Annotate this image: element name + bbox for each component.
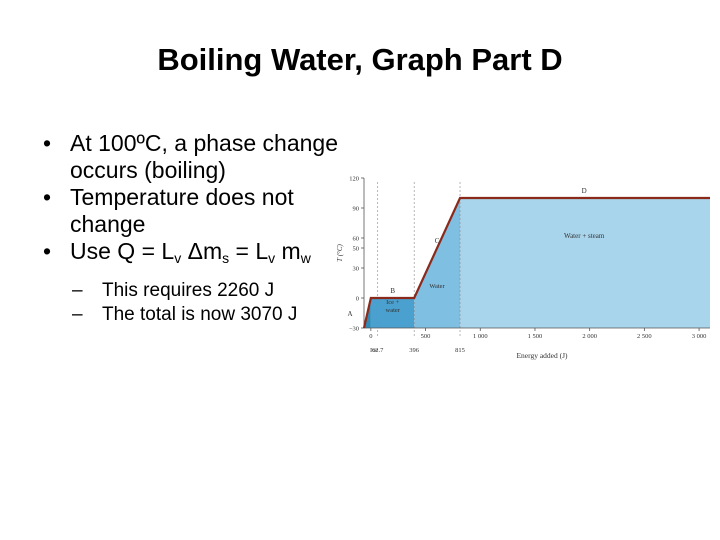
y-tick-label: −30 <box>349 326 359 333</box>
y-tick-label: 120 <box>349 176 359 183</box>
sub-bullet-item: – This requires 2260 J <box>40 279 340 303</box>
bullet-dot: • <box>43 130 52 156</box>
bullet-list: • At 100ºC, a phase change occurs (boili… <box>40 130 340 327</box>
bullet-item: • At 100ºC, a phase change occurs (boili… <box>40 130 340 184</box>
marker-label: 396 <box>409 347 420 354</box>
x-tick-label: 0 <box>369 333 372 340</box>
region-fill <box>460 198 710 328</box>
y-axis-title: T (°C) <box>336 244 344 262</box>
x-tick-label: 500 <box>421 333 431 340</box>
bullet-dot: • <box>43 238 52 264</box>
region-label-ice-water: water <box>386 307 401 314</box>
bullet-formula: Use Q = Lv Δms = Lv mw <box>70 238 311 266</box>
bullet-item: • Temperature does not change <box>40 184 340 238</box>
region-label-water: Water <box>429 283 445 290</box>
y-tick-label: 50 <box>353 246 360 253</box>
bullet-text: At 100ºC, a phase change occurs (boiling… <box>70 130 338 183</box>
bullet-dot: • <box>43 184 52 210</box>
y-tick-label: 30 <box>353 266 360 273</box>
sub-bullet-dash: – <box>72 304 83 325</box>
region-fill <box>414 198 461 328</box>
phase-change-chart: −30 0 30 50 60 90 120 0 500 1 000 1 500 2 000 2 500 3… <box>336 176 710 360</box>
x-tick-label: 3 000 <box>692 333 707 340</box>
region-fill <box>370 298 415 328</box>
phase-point-label: B <box>390 287 395 295</box>
phase-point-label: D <box>582 187 587 195</box>
slide-title: Boiling Water, Graph Part D <box>157 42 563 77</box>
y-tick-label: 60 <box>353 236 360 243</box>
sub-bullet-text: The total is now 3070 J <box>102 304 298 325</box>
x-tick-label: 1 000 <box>473 333 488 340</box>
region-label-ice-water: Ice + <box>386 299 400 306</box>
bullet-item: • Use Q = Lv Δms = Lv mw <box>40 238 340 265</box>
y-tick-label: 0 <box>356 296 359 303</box>
region-label-water-steam: Water + steam <box>564 232 605 240</box>
x-axis-title: Energy added (J) <box>516 351 568 360</box>
x-tick-label: 1 500 <box>528 333 543 340</box>
marker-label: 815 <box>455 347 465 354</box>
region-label-ice: Ice <box>370 347 378 354</box>
phase-point-label-a: A <box>347 310 352 318</box>
bullet-text: Temperature does not change <box>70 184 294 237</box>
phase-point-label: C <box>435 237 440 245</box>
sub-bullet-text: This requires 2260 J <box>102 280 275 301</box>
heating-curve <box>362 196 710 329</box>
marker-label: 62.7 <box>372 347 384 354</box>
x-tick-label: 2 000 <box>582 333 597 340</box>
sub-bullet-dash: – <box>72 280 83 301</box>
y-tick-label: 90 <box>353 206 360 213</box>
x-tick-label: 2 500 <box>637 333 652 340</box>
sub-bullet-item: – The total is now 3070 J <box>40 303 340 327</box>
